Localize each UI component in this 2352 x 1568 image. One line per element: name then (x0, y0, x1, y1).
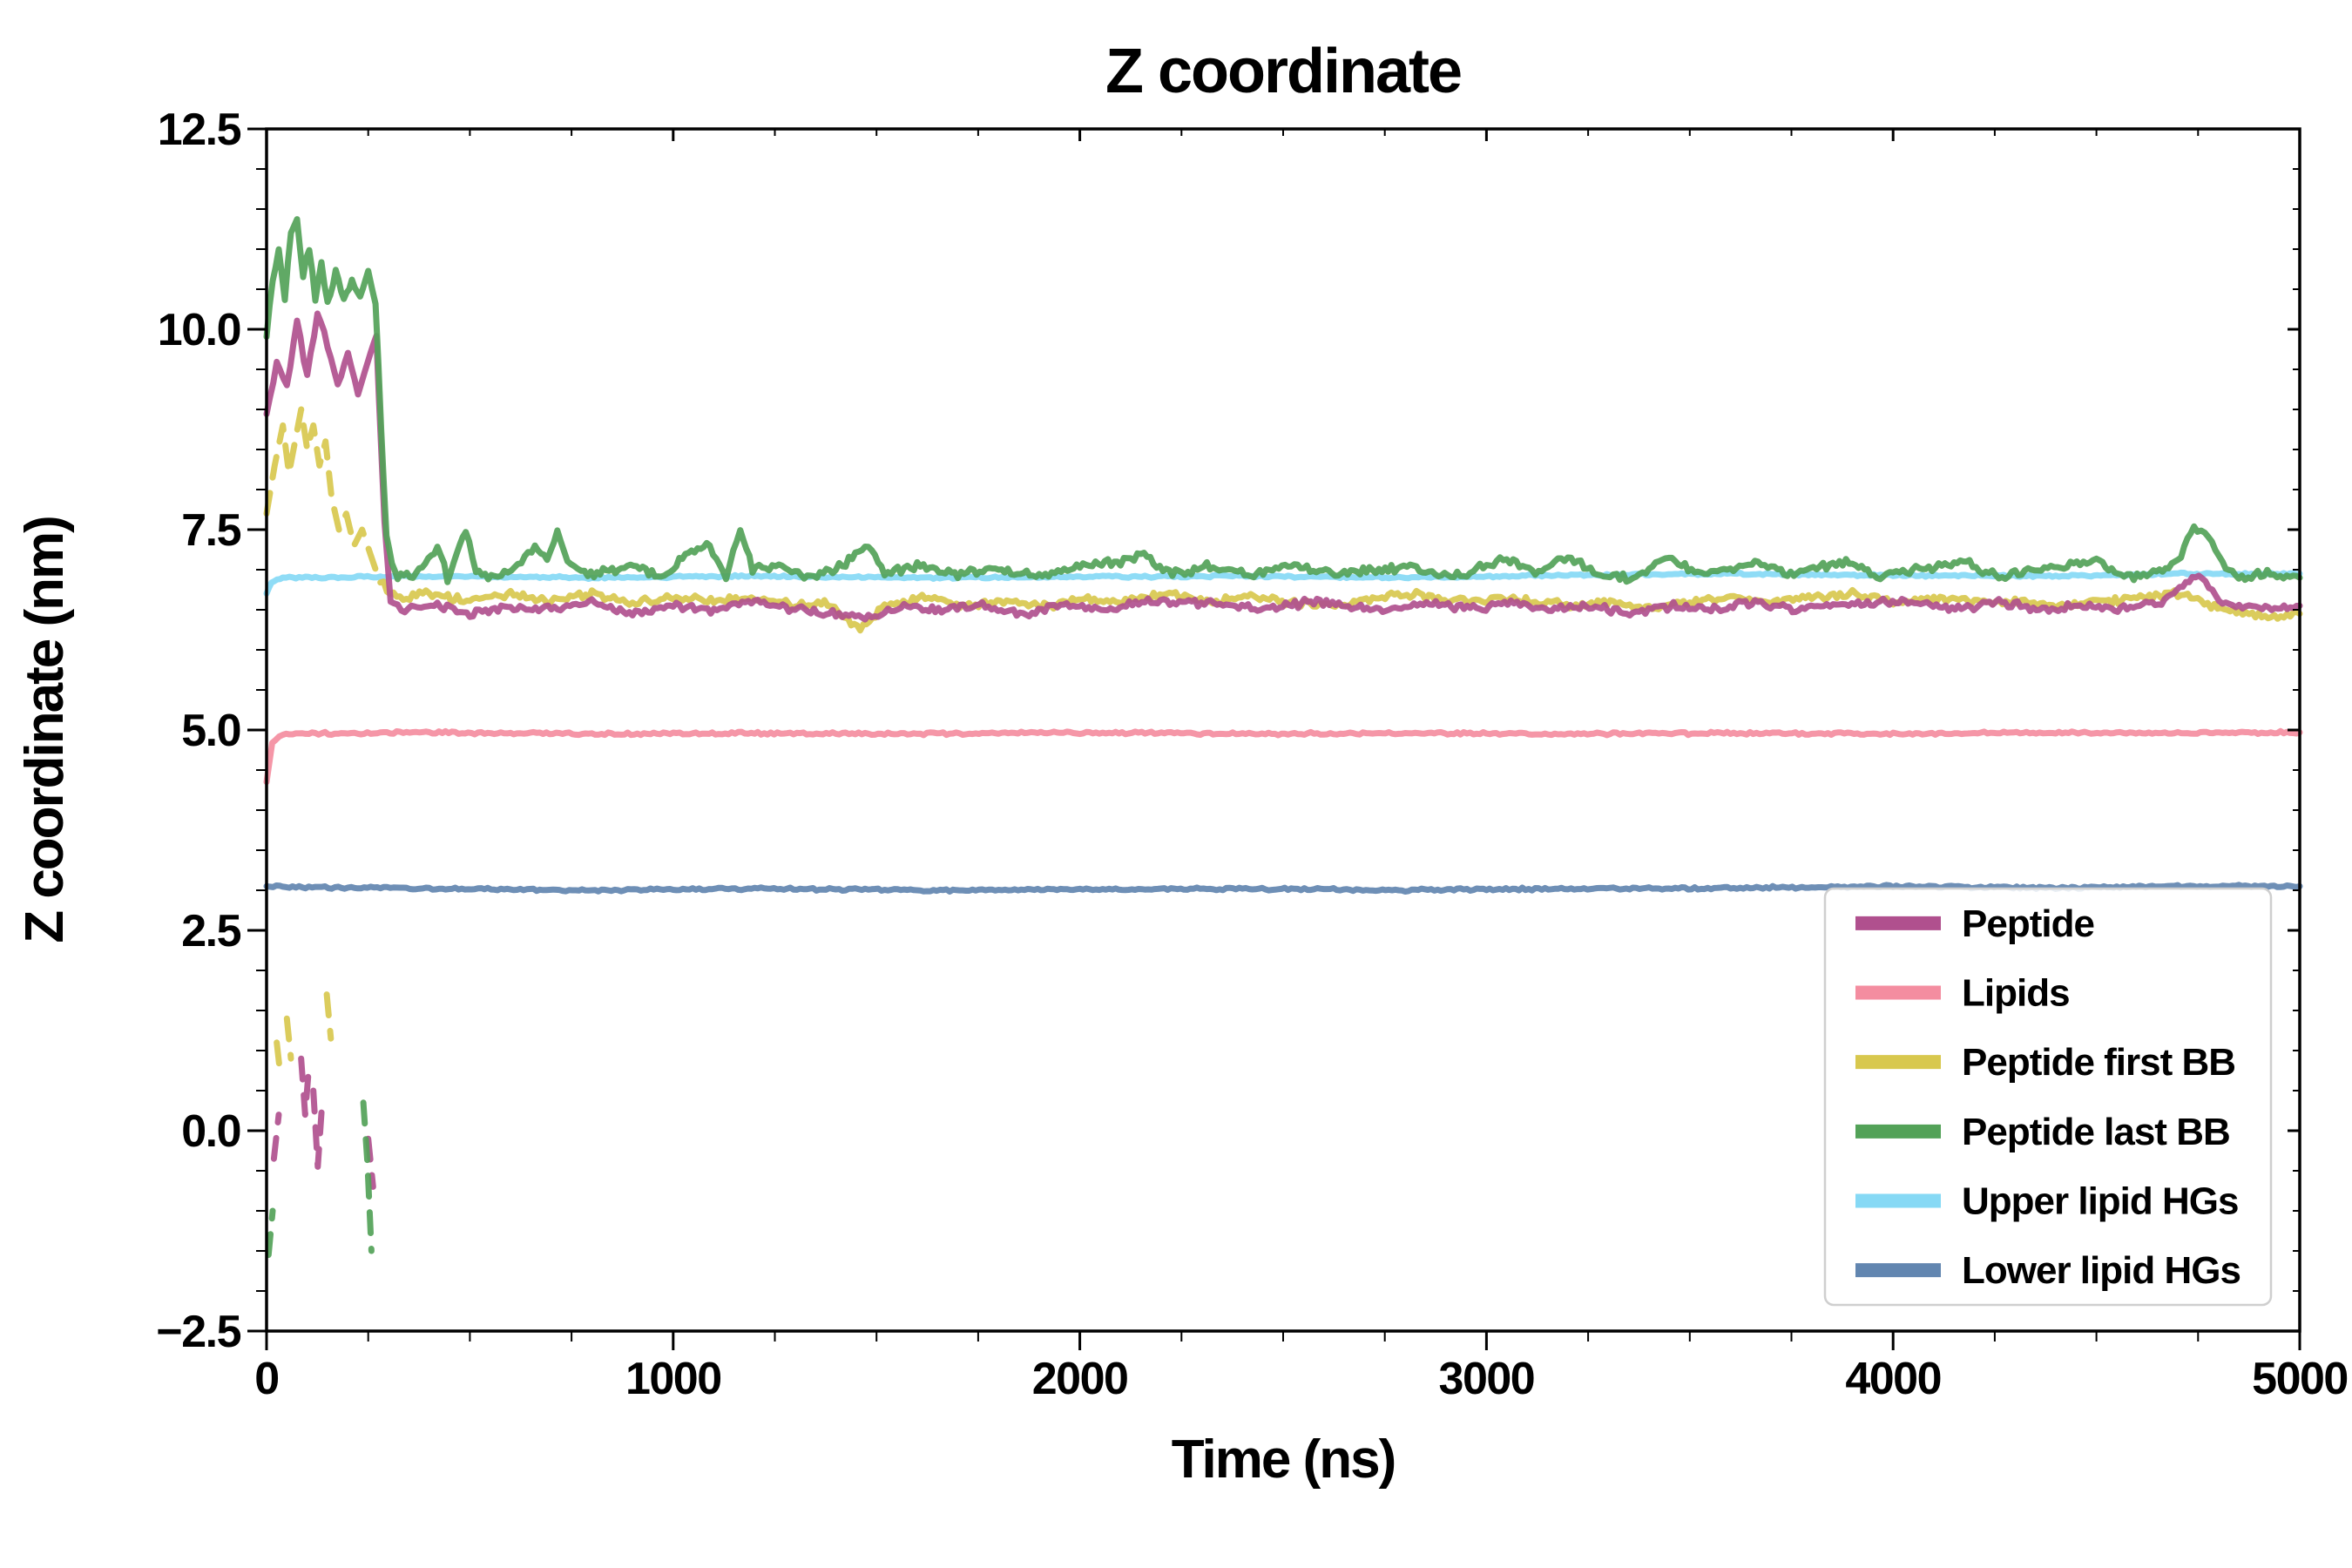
legend-entry-peptide-last-bb: Peptide last BB (1855, 1111, 2231, 1153)
legend-entry-lower-lipid-hgs: Lower lipid HGs (1855, 1249, 2241, 1292)
y-tick-label: 0.0 (181, 1106, 240, 1157)
series-dashed-segment-peptide-first-bb-2 (283, 1015, 294, 1062)
series-line-peptide-last-bb (263, 216, 2303, 585)
legend-entry-peptide-first-bb: Peptide first BB (1855, 1041, 2236, 1084)
legend-entry-upper-lipid-hgs: Upper lipid HGs (1855, 1180, 2239, 1223)
series-dashed-segment-peptide-last-bb-0 (265, 1207, 276, 1259)
legend-label: Upper lipid HGs (1962, 1180, 2238, 1223)
series-dashed-segment-peptide-first-bb-3 (323, 991, 335, 1042)
series-line-upper-lipid-hgs (263, 569, 2303, 597)
y-tick-label: 5.0 (181, 706, 240, 756)
x-tick-label: 1000 (625, 1354, 721, 1404)
y-tick-label: −2.5 (156, 1307, 240, 1357)
series-dashed-segment-peptide-first-bb-0 (263, 406, 382, 581)
y-tick-label: 2.5 (181, 906, 240, 956)
x-tick-label: 0 (254, 1354, 278, 1404)
series-group (263, 216, 2303, 1259)
series-dashed-segment-peptide-1 (298, 1055, 313, 1119)
series-dashed-segment-peptide-0 (270, 1112, 282, 1162)
chart-title: Z coordinate (1105, 37, 1461, 106)
legend-label: Peptide last BB (1962, 1111, 2230, 1153)
y-axis-label: Z coordinate (nm) (15, 517, 75, 943)
legend-entry-lipids: Lipids (1855, 972, 2071, 1015)
series-line-lipids (263, 727, 2303, 786)
y-tick-label: 12.5 (158, 105, 241, 155)
legend-label: Lipids (1962, 972, 2070, 1015)
legend-label: Peptide (1962, 902, 2094, 945)
series-line-peptide (263, 310, 2303, 623)
legend-entry-peptide: Peptide (1855, 902, 2095, 945)
series-line-lower-lipid-hgs (263, 882, 2303, 895)
x-axis-label: Time (ns) (1172, 1429, 1395, 1490)
legend: Peptide Lipids Peptide first BB Peptide las… (1823, 887, 2273, 1307)
x-tick-label: 4000 (1845, 1354, 1941, 1404)
y-tick-label: 7.5 (181, 505, 240, 556)
ticks (247, 127, 2301, 1350)
legend-box (1823, 887, 2273, 1307)
legend-label: Peptide first BB (1962, 1041, 2235, 1084)
y-tick-label: 10.0 (158, 305, 240, 355)
x-tick-label: 2000 (1032, 1354, 1128, 1404)
x-tick-label: 3000 (1439, 1354, 1535, 1404)
series-dashed-segment-peptide-first-bb-1 (274, 1039, 284, 1082)
series-dashed-segment-peptide-last-bb-1 (360, 1099, 375, 1254)
x-tick-label: 5000 (2252, 1354, 2348, 1404)
series-dashed-segment-peptide-2 (310, 1087, 325, 1170)
legend-label: Lower lipid HGs (1962, 1249, 2240, 1292)
